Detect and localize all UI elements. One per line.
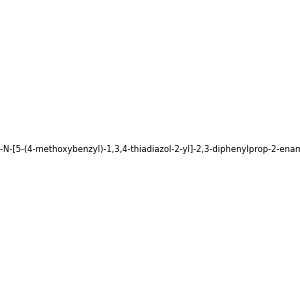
Text: (2E)-N-[5-(4-methoxybenzyl)-1,3,4-thiadiazol-2-yl]-2,3-diphenylprop-2-enamide: (2E)-N-[5-(4-methoxybenzyl)-1,3,4-thiadi… [0,146,300,154]
